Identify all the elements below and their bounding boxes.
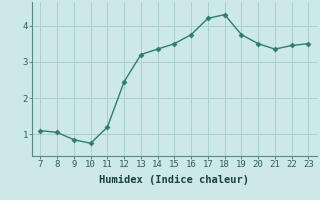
X-axis label: Humidex (Indice chaleur): Humidex (Indice chaleur)	[100, 175, 249, 185]
